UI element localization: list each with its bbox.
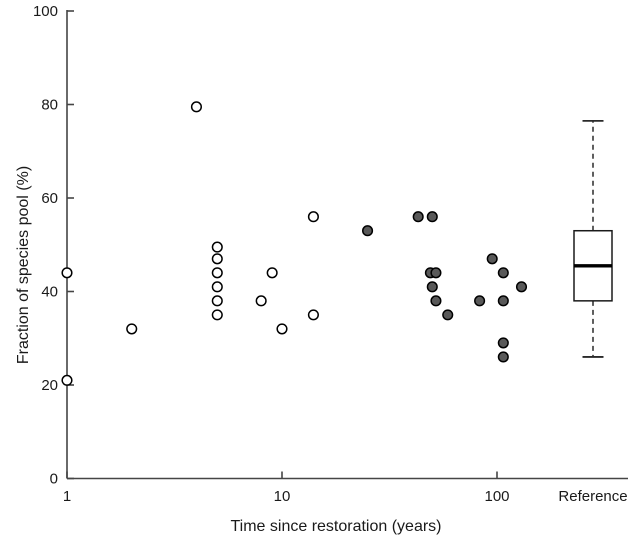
data-point-open [276,323,288,335]
data-point-open [211,295,223,307]
data-point-open [307,211,319,223]
x-tick-label: 10 [274,488,291,505]
data-point-filled [497,267,509,279]
data-point-open [211,267,223,279]
y-tick-label: 20 [41,377,58,394]
data-point-filled [430,267,442,279]
x-tick-label: 1 [63,488,71,505]
data-point-filled [442,309,454,321]
data-point-open [211,281,223,293]
data-point-open [211,253,223,265]
data-point-open [61,267,73,279]
data-point-open [126,323,138,335]
data-point-open [211,241,223,253]
data-point-open [307,309,319,321]
data-point-filled [515,281,528,293]
y-axis-title: Fraction of species pool (%) [15,166,32,364]
y-tick-label: 100 [33,3,58,20]
data-point-open [61,374,73,386]
data-point-filled [497,351,509,363]
y-tick-label: 80 [41,97,58,114]
data-point-filled [497,295,509,307]
x-tick-label-reference: Reference [558,488,627,505]
x-axis-title: Time since restoration (years) [230,518,441,535]
data-point-filled [426,211,438,223]
data-point-open [266,267,278,279]
data-point-filled [426,281,438,293]
y-tick-label: 0 [50,471,58,488]
data-point-open [211,309,223,321]
x-tick-label: 100 [484,488,509,505]
data-point-open [190,101,202,113]
data-point-filled [362,225,374,237]
y-tick-label: 40 [41,284,58,301]
data-point-open [255,295,267,307]
data-point-filled [474,295,486,307]
plot-layer: 0 20 40 60 80 100 1 10 100 Reference [33,3,628,505]
data-point-filled [430,295,442,307]
data-point-filled [412,211,424,223]
data-point-filled [486,253,498,265]
data-point-filled [497,337,509,349]
y-tick-label: 60 [41,190,58,207]
